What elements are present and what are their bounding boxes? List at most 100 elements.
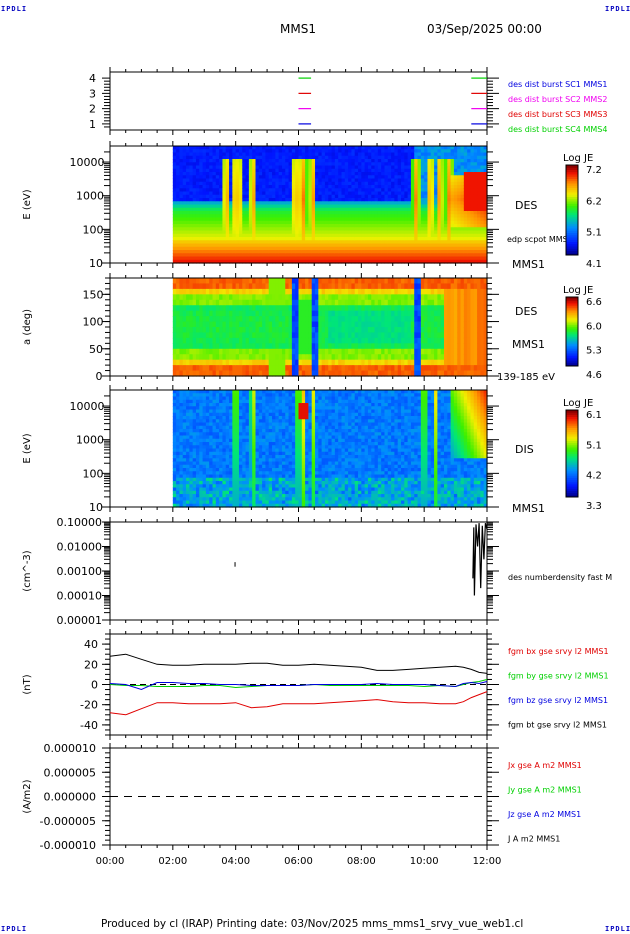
y-tick-label: 3 [89,87,96,100]
dis-energy-instrument: DIS [515,443,534,456]
legend-current-2: Jz gse A m2 MMS1 [507,810,581,819]
legend-current-0: Jx gse A m2 MMS1 [507,761,582,770]
des-energy-y-tick: 10 [89,257,103,270]
colorbar-tick: 4.2 [586,471,602,482]
des-energy-y-tick: 1000 [76,190,104,203]
y-tick-label: 2 [89,103,96,116]
colorbar-tick: 6.0 [586,321,602,332]
legend-burst-sc2: des dist burst SC2 MMS2 [508,95,607,104]
bfield-y-tick: -40 [80,719,98,732]
panel-frame-4 [109,521,488,621]
density-ylabel: (cm^-3) [22,550,33,591]
density-y-tick: 0.00010 [57,590,103,603]
mission-title: MMS1 [280,22,316,36]
legend-burst-sc1: des dist burst SC1 MMS1 [508,80,607,89]
bfield-line-bx [109,691,488,716]
des-energy-instrument: DES [515,199,537,212]
x-tick-label: 12:00 [473,856,502,867]
corner-tag-top-right: IPDLI [605,5,630,13]
current-y-tick: -0.000005 [40,815,96,828]
y-tick-label: 1 [89,118,96,131]
scpot-label: edp scpot MMS1 [507,235,573,244]
density-y-tick: 0.00001 [57,614,103,627]
dis-energy-y-tick: 10 [89,501,103,514]
colorbar-tick: 3.3 [586,501,602,512]
des-energy-y-tick: 10000 [70,156,105,169]
bfield-line-bt [109,653,488,674]
corner-tag-bottom-left: IPDLI [1,925,28,933]
bfield-ylabel: (nT) [22,674,33,694]
dis-energy-spacecraft: MMS1 [512,502,545,515]
current-y-tick: 0.000000 [44,791,97,804]
des-pitch-spacecraft: MMS1 [512,338,545,351]
bfield-y-tick: 40 [84,638,98,651]
density-line [472,522,488,596]
panel-frame-0 [109,71,488,131]
x-tick-label: 06:00 [284,856,313,867]
dis-energy-colorbar: Log JE6.1 5.1 4.2 3.3 [563,398,602,512]
des-pitch-ylabel: a (deg) [22,309,33,345]
legend-bfield-bx: fgm bx gse srvy l2 MMS1 [508,647,609,656]
x-tick-label: 02:00 [158,856,187,867]
des-pitch-spectrogram [172,278,488,377]
legend-current-3: J A m2 MMS1 [507,835,560,844]
x-tick-label: 04:00 [221,856,250,867]
colorbar-tick: 6.1 [586,410,602,421]
des-pitch-y-tick: 100 [83,316,104,329]
colorbar-tick: 7.2 [586,165,602,176]
des-pitch-instrument: DES [515,305,537,318]
bfield-y-tick: 20 [84,658,98,671]
legend-bfield-bt: fgm bt gse srvy l2 MMS1 [508,721,607,730]
footer-credits: Produced by cl (IRAP) Printing date: 03/… [101,918,524,930]
des-energy-spectrogram [172,146,488,264]
x-tick-label: 10:00 [410,856,439,867]
dis-energy-y-tick: 100 [83,467,104,480]
start-time: 03/Sep/2025 00:00 [427,22,542,36]
current-y-tick: 0.000005 [44,766,97,779]
colorbar-tick: 4.6 [586,370,602,381]
colorbar-tick: 5.3 [586,346,602,357]
density-y-tick: 0.10000 [57,516,103,529]
y-tick-label: 4 [89,72,96,85]
bfield-line-bz [109,681,488,691]
des-pitch-y-tick: 50 [89,343,103,356]
x-tick-label: 00:00 [96,856,125,867]
current-ylabel: (A/m2) [22,779,33,813]
corner-tag-top-left: IPDLI [1,5,28,13]
corner-tag-bottom-right: IPDLI [605,925,630,933]
density-y-tick: 0.01000 [57,541,103,554]
colorbar-tick: 6.6 [586,297,602,308]
des-pitch-colorbar: Log JE6.6 6.0 5.3 4.6 [563,285,602,381]
des-pitch-y-tick: 0 [96,370,103,383]
dis-energy-y-tick: 10000 [70,400,105,413]
legend-current-1: Jy gse A m2 MMS1 [507,786,582,795]
legend-density: des numberdensity fast M [508,573,612,582]
legend-bfield-bz: fgm bz gse srvy l2 MMS1 [508,696,608,705]
des-pitch-energy-band: 139-185 eV [497,372,555,383]
des-energy-y-tick: 100 [83,223,104,236]
des-pitch-y-tick: 150 [83,288,104,301]
bfield-y-tick: -20 [80,699,98,712]
colorbar-tick: 4.1 [586,259,602,270]
colorbar-tick: 5.1 [586,228,602,239]
current-y-tick: 0.000010 [44,742,97,755]
des-energy-colorbar: Log JE7.2 6.2 5.1 4.1 [563,153,602,270]
legend-burst-sc3: des dist burst SC3 MMS3 [508,110,607,119]
dis-energy-y-tick: 1000 [76,434,104,447]
dis-energy-ylabel: E (eV) [22,433,33,463]
legend-bfield-by: fgm by gse srvy l2 MMS1 [508,672,609,681]
colorbar-tick: 6.2 [586,196,602,207]
colorbar-tick: 5.1 [586,440,602,451]
stacked-plot: 1 2 3 4 des dist burst SC1 MMS1 des dist burs… [22,67,612,867]
density-y-tick: 0.00100 [57,565,103,578]
colorbar-title: Log JE [563,398,593,409]
legend-burst-sc4: des dist burst SC4 MMS4 [508,125,607,134]
des-energy-spacecraft: MMS1 [512,258,545,271]
des-energy-ylabel: E (eV) [22,189,33,219]
current-y-tick: -0.000010 [40,839,96,852]
bfield-y-tick: 0 [91,679,98,692]
x-tick-label: 08:00 [347,856,376,867]
bfield-line-by [109,679,488,689]
colorbar-title: Log JE [563,153,593,164]
colorbar-title: Log JE [563,285,593,296]
